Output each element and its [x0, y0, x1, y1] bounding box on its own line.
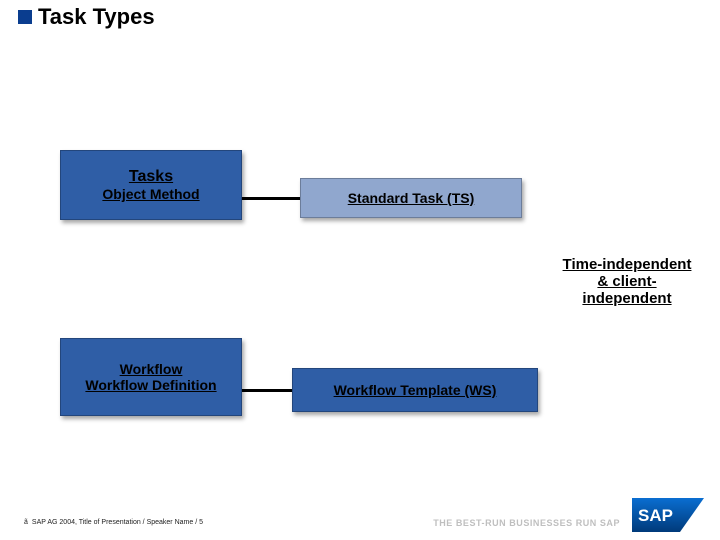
workflow-template-box: Workflow Template (WS) — [292, 368, 538, 412]
slide: Task Types Tasks Object Method Standard … — [0, 0, 720, 540]
workflow-box: Workflow Workflow Definition — [60, 338, 242, 416]
time-client-independent-label: Time-independent & client- independent — [544, 256, 710, 307]
workflow-template-label: Workflow Template (WS) — [334, 382, 497, 398]
footer-tagline: THE BEST-RUN BUSINESSES RUN SAP — [433, 518, 620, 528]
connector-workflow-to-template — [242, 389, 292, 392]
workflow-box-title: Workflow — [120, 361, 183, 377]
copyright-text: SAP AG 2004, Title of Presentation / Spe… — [32, 519, 203, 526]
tasks-box: Tasks Object Method — [60, 150, 242, 220]
free-label-line1: Time-independent — [544, 256, 710, 273]
standard-task-label: Standard Task (TS) — [348, 190, 475, 206]
free-label-line3: independent — [544, 290, 710, 307]
standard-task-box: Standard Task (TS) — [300, 178, 522, 218]
title-bullet-square — [18, 10, 32, 24]
tasks-box-subtitle: Object Method — [102, 186, 199, 202]
workflow-box-subtitle: Workflow Definition — [85, 377, 216, 393]
tasks-box-title: Tasks — [129, 168, 173, 186]
free-label-line2: & client- — [544, 273, 710, 290]
connector-tasks-to-standard — [242, 197, 300, 200]
sap-logo: SAP — [632, 498, 704, 532]
copyright-symbol-icon: ã — [24, 519, 28, 526]
footer-copyright: ã SAP AG 2004, Title of Presentation / S… — [24, 519, 203, 526]
slide-title: Task Types — [38, 4, 155, 30]
sap-logo-text: SAP — [638, 506, 673, 525]
sap-logo-icon: SAP — [632, 498, 704, 532]
